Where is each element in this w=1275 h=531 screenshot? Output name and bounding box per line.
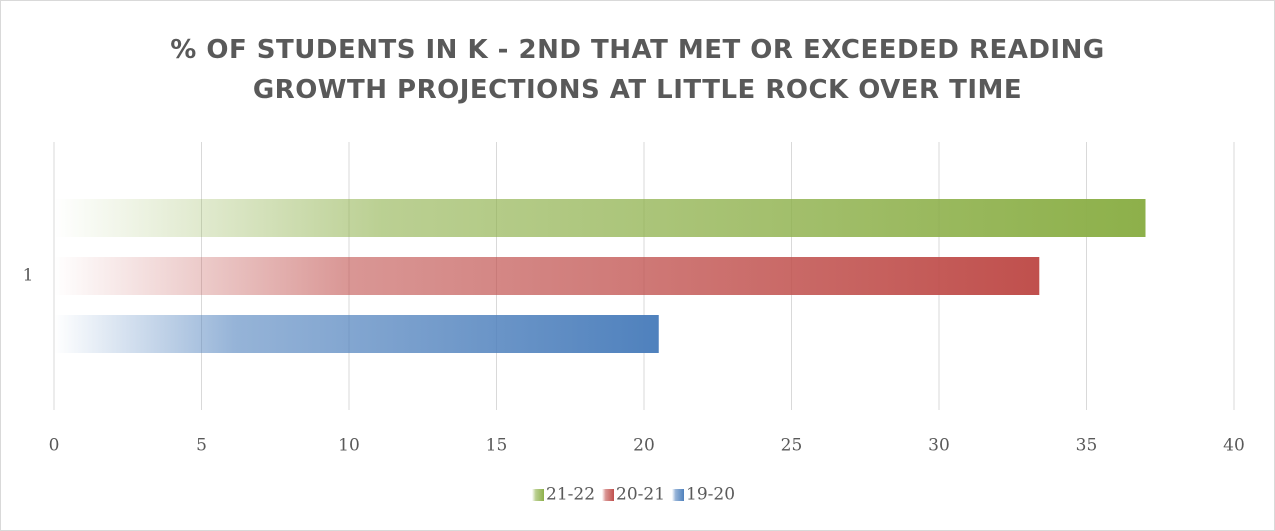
legend-label: 19-20 xyxy=(686,485,735,505)
x-tick-label: 5 xyxy=(196,436,207,456)
legend-label: 20-21 xyxy=(616,485,665,505)
x-tick-label: 20 xyxy=(633,436,655,456)
legend-label: 21-22 xyxy=(546,485,595,505)
x-tick-label: 10 xyxy=(338,436,360,456)
bar xyxy=(54,257,1040,295)
bar xyxy=(54,199,1146,237)
x-tick-label: 30 xyxy=(928,436,950,456)
y-tick-label: 1 xyxy=(23,266,34,286)
bar xyxy=(54,315,659,353)
legend-swatch xyxy=(602,489,614,501)
legend-swatch xyxy=(532,489,544,501)
legend-swatch xyxy=(672,489,684,501)
x-tick-label: 40 xyxy=(1223,436,1245,456)
x-tick-label: 15 xyxy=(486,436,508,456)
x-tick-label: 35 xyxy=(1076,436,1098,456)
x-tick-label: 0 xyxy=(49,436,60,456)
chart-title: % OF STUDENTS IN K - 2ND THAT MET OR EXC… xyxy=(170,35,1105,105)
x-tick-label: 25 xyxy=(781,436,803,456)
